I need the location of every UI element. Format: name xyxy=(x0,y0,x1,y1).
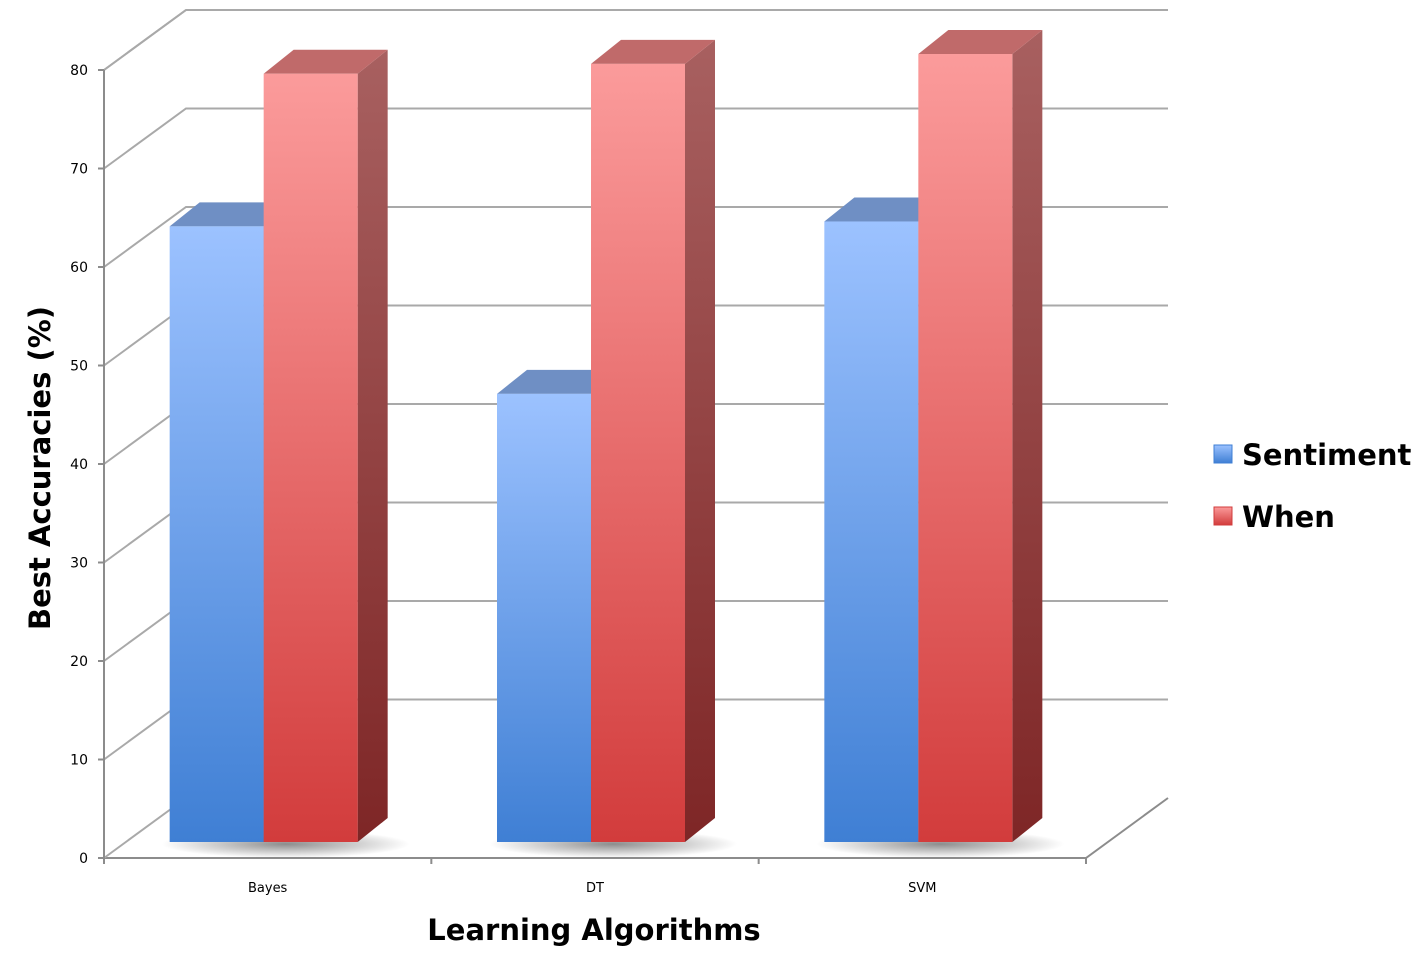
bar-side xyxy=(1012,30,1043,842)
y-tick-label: 60 xyxy=(70,260,88,276)
y-tick-label: 80 xyxy=(70,63,88,79)
bar-top xyxy=(263,49,388,74)
bar-top xyxy=(169,202,294,227)
bar-top xyxy=(591,39,715,64)
x-tick-label: SVM xyxy=(908,881,936,896)
y-tick-label: 50 xyxy=(70,359,88,375)
x-tick-label: Bayes xyxy=(248,881,288,896)
bar-front xyxy=(497,393,591,842)
bar-front xyxy=(263,73,358,842)
axes xyxy=(98,69,1169,864)
x-tick-label: DT xyxy=(586,881,604,896)
gridline xyxy=(103,107,1168,170)
bar-dt-when xyxy=(591,39,715,843)
bar-front xyxy=(918,54,1013,842)
x-tick-labels: Bayes DT SVM xyxy=(248,881,937,896)
bar-svm-when xyxy=(918,30,1043,842)
y-tick-label: 70 xyxy=(70,162,88,178)
bar-top xyxy=(824,197,949,222)
bar-top xyxy=(497,369,621,394)
y-tick-label: 40 xyxy=(70,457,88,473)
y-tick-label: 30 xyxy=(70,556,88,572)
legend-label: Sentiment xyxy=(1242,438,1412,472)
y-tick-label: 0 xyxy=(79,851,88,867)
bar-side xyxy=(357,49,388,842)
bars xyxy=(161,30,1065,858)
legend-item-sentiment: Sentiment xyxy=(1213,438,1412,472)
bar-front xyxy=(591,63,685,843)
legend-label: When xyxy=(1242,500,1335,534)
legend: Sentiment When xyxy=(1213,438,1412,534)
y-tick-label: 10 xyxy=(70,753,88,769)
bar-side xyxy=(685,39,715,843)
bar-bayes-when xyxy=(263,49,388,842)
y-tick-label: 20 xyxy=(70,654,88,670)
y-tick-labels: 0 10 20 30 40 50 60 70 80 xyxy=(70,63,88,867)
x-axis-title: Learning Algorithms xyxy=(427,913,760,947)
bar-top xyxy=(918,30,1043,54)
bar-front xyxy=(169,226,264,842)
y-axis-title: Best Accuracies (%) xyxy=(23,306,57,630)
legend-item-when: When xyxy=(1213,500,1335,534)
gridline xyxy=(103,9,187,71)
legend-swatch xyxy=(1213,444,1233,464)
bar-front xyxy=(824,221,919,842)
legend-swatch xyxy=(1213,506,1233,526)
gridline xyxy=(103,206,1168,268)
